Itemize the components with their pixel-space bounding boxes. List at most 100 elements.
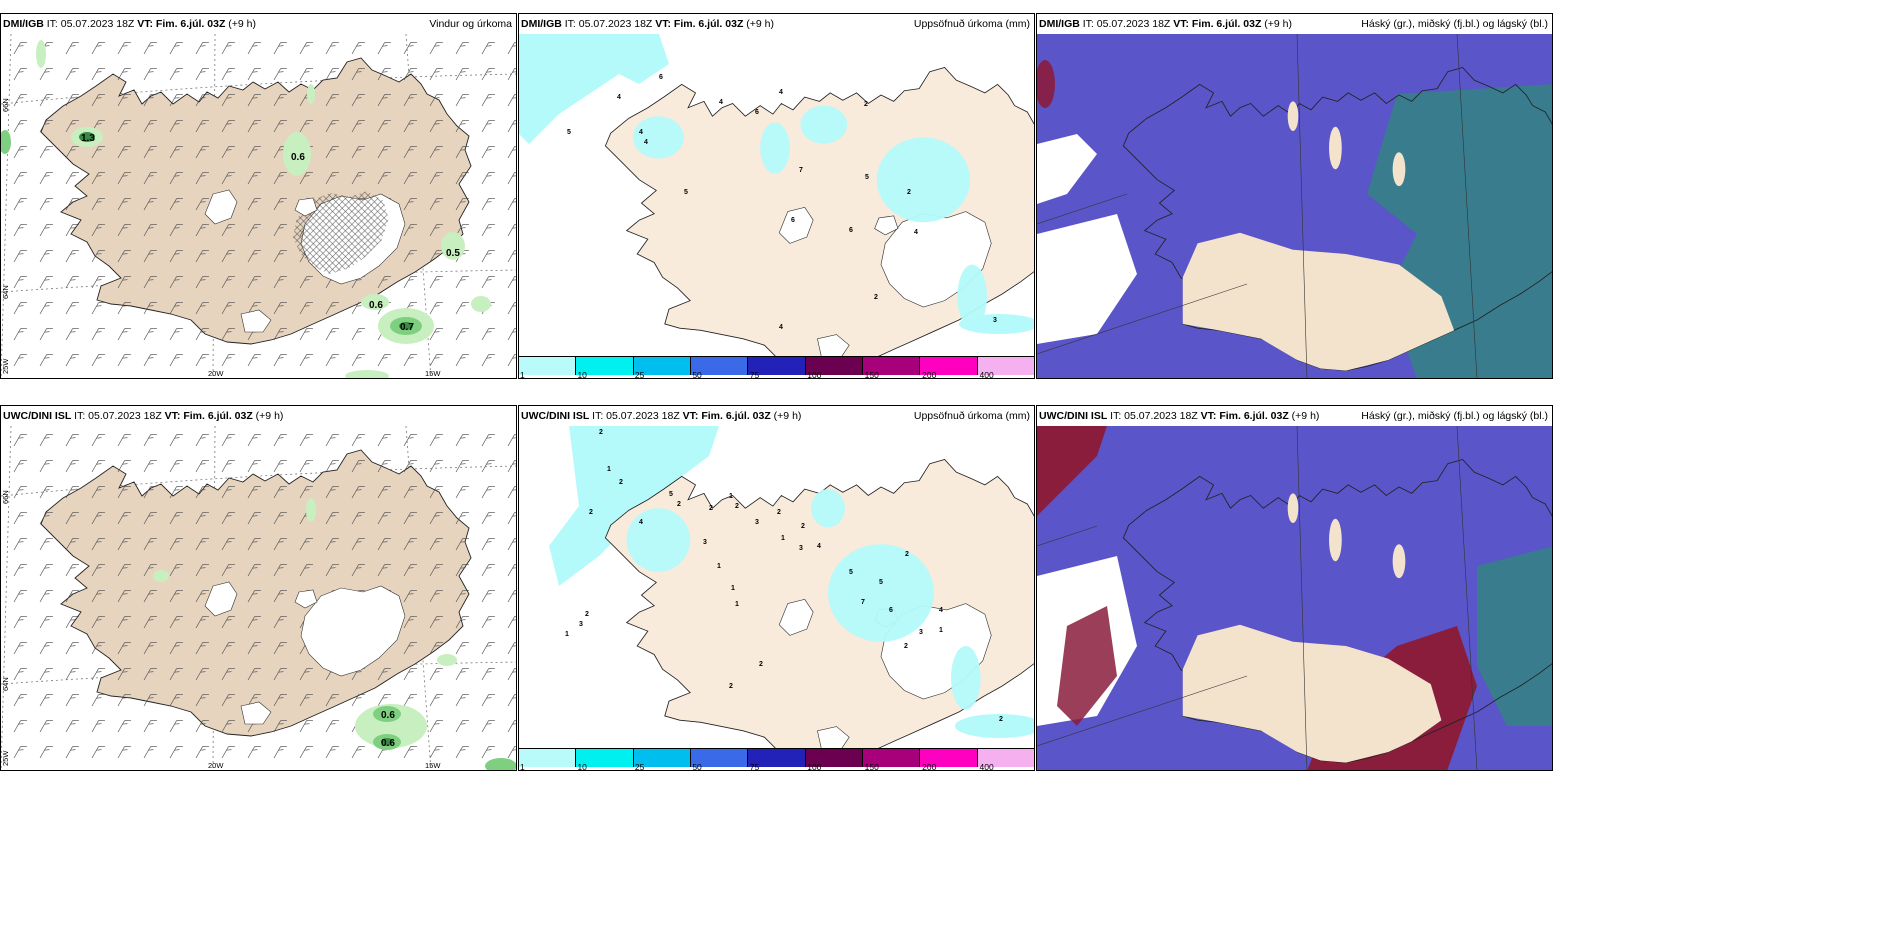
accum-value-label: 4 — [779, 89, 783, 96]
cloud-map — [1037, 34, 1552, 378]
accum-value-label: 3 — [703, 539, 707, 546]
accum-value-label: 2 — [729, 683, 733, 690]
accum-value-label: 4 — [644, 139, 648, 146]
panel-accum-precip-dmi: DMI/IGB IT: 05.07.2023 18Z VT: Fim. 6.jú… — [518, 13, 1035, 379]
accum-value-label: 1 — [729, 493, 733, 500]
model-name: DMI/IGB — [521, 18, 562, 30]
accum-value-label: 4 — [719, 99, 723, 106]
accum-value-label: 3 — [993, 317, 997, 324]
accum-value-label: 1 — [731, 585, 735, 592]
colorbar-segment — [920, 357, 978, 375]
colorbar — [519, 748, 1034, 767]
colorbar-tick: 25 — [634, 762, 645, 771]
colorbar-segment — [576, 749, 634, 767]
panel-header: DMI/IGB IT: 05.07.2023 18Z VT: Fim. 6.jú… — [1, 14, 516, 34]
valid-time: VT: Fim. 6.júl. 03Z — [164, 410, 253, 422]
accum-value-label: 2 — [709, 505, 713, 512]
accum-value-label: 6 — [849, 227, 853, 234]
colorbar-segment — [690, 357, 749, 375]
colorbar-segment — [519, 357, 577, 375]
colorbar-tick: 400 — [979, 762, 994, 771]
valid-time: VT: Fim. 6.júl. 03Z — [137, 18, 226, 30]
precip-label: 0.7 — [400, 322, 414, 333]
colorbar-segment — [977, 357, 1034, 375]
valid-time: VT: Fim. 6.júl. 03Z — [1200, 410, 1289, 422]
model-name: DMI/IGB — [3, 18, 44, 30]
forecast-step: (+9 h) — [743, 18, 774, 30]
panel-title: Uppsöfnuð úrkoma (mm) — [913, 18, 1030, 30]
colorbar-segment — [633, 357, 691, 375]
accum-value-label: 2 — [864, 101, 868, 108]
model-name: UWC/DINI ISL — [521, 410, 590, 422]
accum-value-label: 6 — [755, 109, 759, 116]
colorbar-tick: 10 — [577, 370, 587, 379]
colorbar — [519, 356, 1034, 375]
accum-value-label: 4 — [939, 607, 943, 614]
accum-value-label: 2 — [905, 551, 909, 558]
cloud-map — [1037, 426, 1552, 770]
accum-value-label: 2 — [874, 294, 878, 301]
colorbar-segment — [805, 749, 863, 767]
accum-value-label: 2 — [677, 501, 681, 508]
lat-label: 64N — [1, 677, 10, 691]
accum-value-label: 3 — [755, 519, 759, 526]
colorbar-tick: 50 — [692, 762, 702, 771]
colorbar-segment — [862, 357, 921, 375]
accum-value-label: 1 — [565, 631, 569, 638]
accum-value-label: 5 — [567, 129, 571, 136]
forecast-step: (+9 h) — [1288, 410, 1320, 422]
accum-value-label: 2 — [777, 509, 781, 516]
init-time: IT: 05.07.2023 18Z — [43, 18, 138, 30]
colorbar-segment — [748, 357, 806, 375]
colorbar-tick: 100 — [807, 762, 822, 771]
panel-header: UWC/DINI ISL IT: 05.07.2023 18Z VT: Fim.… — [1, 406, 516, 426]
forecast-step: (+9 h) — [225, 18, 256, 30]
wind-map: 0.6 0.6 20W 15W 66N 64N 25W — [1, 426, 516, 770]
precip-areas — [153, 498, 516, 770]
precip-label: 0.6 — [381, 738, 395, 749]
panel-wind-precip-uwc: UWC/DINI ISL IT: 05.07.2023 18Z VT: Fim.… — [0, 405, 517, 771]
lon-label: 25W — [1, 750, 10, 766]
colorbar-tick: 75 — [749, 762, 760, 771]
colorbar-tick: 150 — [864, 762, 879, 771]
panel-clouds-dmi: DMI/IGB IT: 05.07.2023 18Z VT: Fim. 6.jú… — [1036, 13, 1553, 379]
precip-label: 0.6 — [381, 710, 395, 721]
accum-value-label: 2 — [619, 479, 623, 486]
model-name: DMI/IGB — [1039, 18, 1080, 30]
colorbar-tick: 150 — [864, 370, 879, 379]
panel-header: UWC/DINI ISL IT: 05.07.2023 18Z VT: Fim.… — [519, 406, 1034, 426]
colorbar-ticks: 1 10 25 50 75 100 150 200 400 — [519, 762, 1034, 771]
accum-value-label: 2 — [999, 716, 1003, 723]
accum-value-label: 1 — [939, 627, 943, 634]
accum-value-label: 1 — [781, 535, 785, 542]
accum-value-label: 2 — [904, 643, 908, 650]
accum-value-label: 7 — [799, 167, 803, 174]
init-time: IT: 05.07.2023 18Z — [1079, 18, 1174, 30]
accum-value-label: 2 — [735, 503, 739, 510]
colorbar-tick: 200 — [922, 370, 937, 379]
model-name: UWC/DINI ISL — [3, 410, 72, 422]
model-name: UWC/DINI ISL — [1039, 410, 1108, 422]
init-time: IT: 05.07.2023 18Z — [1107, 410, 1201, 422]
valid-time: VT: Fim. 6.júl. 03Z — [1173, 18, 1262, 30]
colorbar-segment — [805, 357, 863, 375]
colorbar-segment — [920, 749, 978, 767]
colorbar-segment — [862, 749, 921, 767]
colorbar-tick: 75 — [749, 370, 760, 379]
accum-value-label: 6 — [889, 607, 893, 614]
init-time: IT: 05.07.2023 18Z — [71, 410, 165, 422]
accum-value-label: 4 — [779, 324, 783, 331]
accum-value-label: 4 — [817, 543, 821, 550]
accum-value-label: 4 — [914, 229, 918, 236]
panel-header: UWC/DINI ISL IT: 05.07.2023 18Z VT: Fim.… — [1037, 406, 1552, 426]
panel-clouds-uwc: UWC/DINI ISL IT: 05.07.2023 18Z VT: Fim.… — [1036, 405, 1553, 771]
panel-title: Vindur og úrkoma — [429, 18, 512, 30]
accum-value-label: 3 — [579, 621, 583, 628]
precip-areas — [1, 40, 491, 378]
colorbar-tick: 10 — [577, 762, 587, 771]
panel-wind-precip-dmi: DMI/IGB IT: 05.07.2023 18Z VT: Fim. 6.jú… — [0, 13, 517, 379]
panel-header: DMI/IGB IT: 05.07.2023 18Z VT: Fim. 6.jú… — [1037, 14, 1552, 34]
